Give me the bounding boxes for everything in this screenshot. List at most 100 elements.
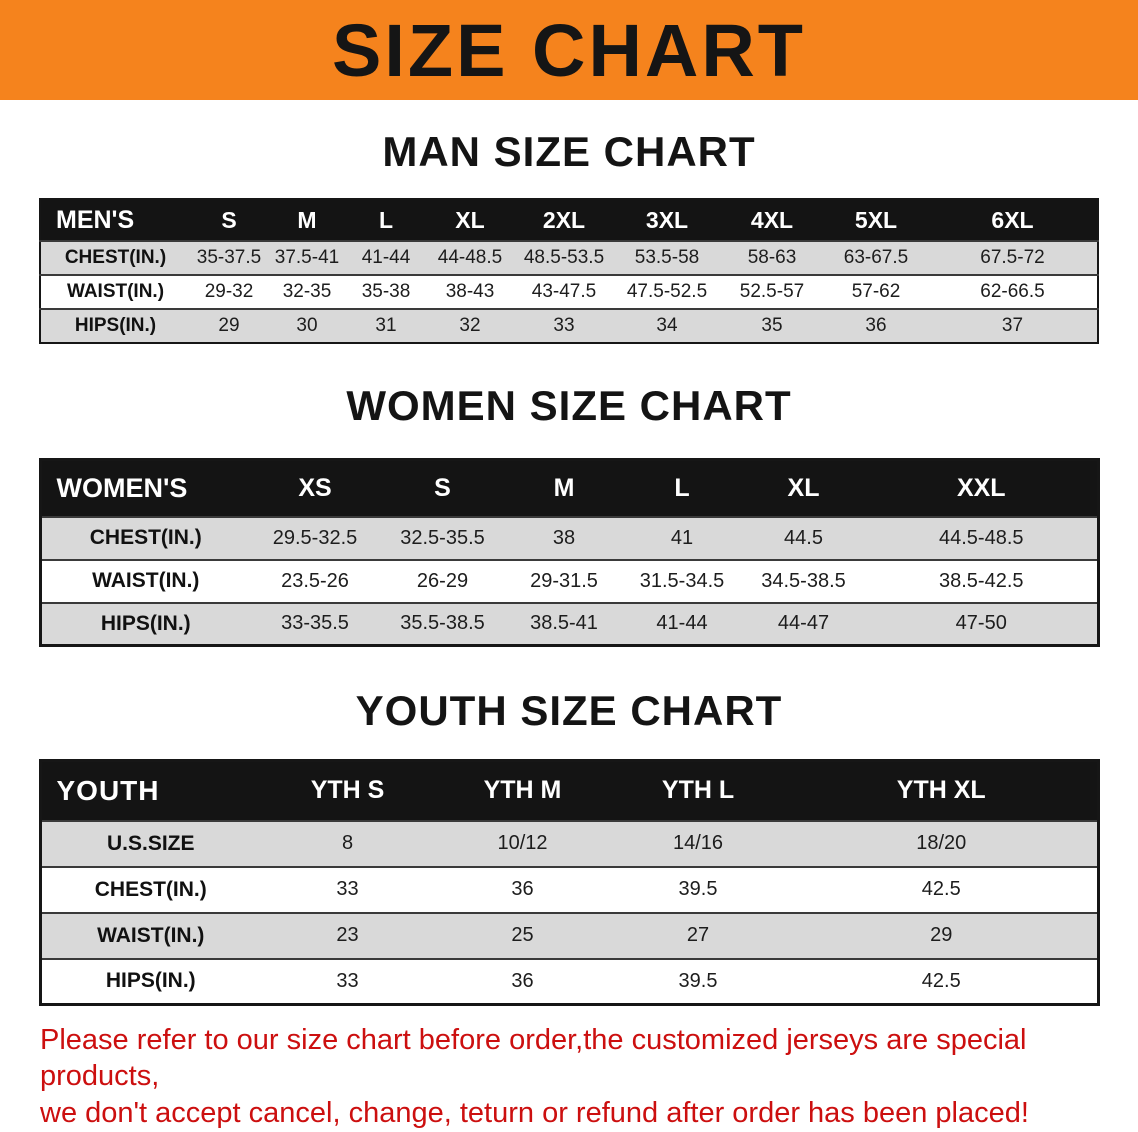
- size-cell: 57-62: [851, 281, 901, 302]
- size-cell: 44.5-48.5: [938, 526, 1024, 549]
- size-column-header: YTH XL: [786, 760, 1098, 821]
- men-size-chart-section: MAN SIZE CHART MEN'S S M L XL 2XL 3XL 4X…: [0, 100, 1138, 344]
- women-chest-row: CHEST(IN.) 29.5-32.5 32.5-35.5 38 41 44.…: [40, 516, 1098, 560]
- men-table-header-row: MEN'S S M L XL 2XL 3XL 4XL 5XL 6XL: [40, 199, 1098, 241]
- size-cell: 48.5-53.5: [523, 247, 605, 268]
- size-cell: 38: [552, 526, 576, 549]
- size-cell: 44.5: [784, 526, 823, 549]
- size-column-header: 3XL: [614, 199, 720, 241]
- youth-ussize-row: U.S.SIZE 8 10/12 14/16 18/20: [40, 820, 1098, 867]
- men-chest-row: CHEST(IN.) 35-37.5 37.5-41 41-44 44-48.5…: [40, 241, 1098, 275]
- men-size-table: MEN'S S M L XL 2XL 3XL 4XL 5XL 6XL CHEST…: [39, 198, 1099, 344]
- size-column-header: YTH S: [260, 760, 435, 821]
- youth-waist-row: WAIST(IN.) 23 25 27 29: [40, 912, 1098, 959]
- size-cell: 35.5-38.5: [400, 612, 485, 635]
- size-cell: 34: [656, 315, 678, 336]
- women-waist-row: WAIST(IN.) 23.5-26 26-29 29-31.5 31.5-34…: [40, 559, 1098, 603]
- size-cell: 29: [930, 924, 953, 946]
- size-cell: 38.5-42.5: [938, 569, 1024, 592]
- size-cell: 25: [511, 924, 534, 946]
- size-cell: 63-67.5: [843, 247, 909, 268]
- size-cell: 32-35: [282, 281, 332, 302]
- size-column-header: YTH L: [610, 760, 786, 821]
- size-cell: 58-63: [747, 247, 797, 268]
- row-label: CHEST(IN.): [89, 526, 202, 549]
- row-label: HIPS(IN.): [100, 611, 191, 635]
- size-cell: 53.5-58: [634, 247, 700, 268]
- size-cell: 33: [336, 878, 359, 900]
- size-cell: 62-66.5: [980, 281, 1045, 302]
- men-table-corner-header: MEN'S: [40, 199, 190, 241]
- size-cell: 36: [865, 315, 887, 336]
- size-cell: 26-29: [416, 569, 469, 592]
- size-cell: 39.5: [678, 878, 718, 900]
- size-column-header: XS: [250, 459, 380, 517]
- size-cell: 35: [761, 315, 783, 336]
- row-label: HIPS(IN.): [105, 969, 196, 993]
- size-cell: 38-43: [445, 281, 495, 302]
- size-column-header: 5XL: [824, 199, 928, 241]
- youth-hips-row: HIPS(IN.) 33 36 39.5 42.5: [40, 958, 1098, 1005]
- women-section-title: WOMEN SIZE CHART: [346, 382, 792, 429]
- size-cell: 14/16: [672, 832, 724, 854]
- size-cell: 29-32: [204, 281, 254, 302]
- size-cell: 36: [511, 878, 534, 900]
- size-cell: 47-50: [955, 612, 1007, 635]
- size-cell: 39.5: [678, 969, 718, 992]
- size-cell: 33: [336, 969, 359, 992]
- size-cell: 29.5-32.5: [272, 526, 358, 549]
- row-label: CHEST(IN.): [64, 247, 167, 268]
- size-column-header: S: [190, 199, 268, 241]
- women-size-chart-section: WOMEN SIZE CHART WOMEN'S XS S M L XL XXL…: [0, 344, 1138, 647]
- size-cell: 43-47.5: [531, 281, 597, 302]
- size-cell: 33: [553, 315, 575, 336]
- size-cell: 31.5-34.5: [639, 569, 725, 592]
- youth-size-table: YOUTH YTH S YTH M YTH L YTH XL U.S.SIZE …: [38, 759, 1100, 1006]
- size-cell: 34.5-38.5: [761, 569, 846, 592]
- size-cell: 35-37.5: [196, 247, 262, 268]
- size-cell: 67.5-72: [980, 247, 1045, 268]
- size-cell: 41-44: [361, 247, 411, 268]
- page-title: SIZE CHART: [332, 8, 806, 92]
- size-cell: 32: [459, 315, 481, 336]
- size-cell: 42.5: [921, 969, 961, 992]
- row-label: HIPS(IN.): [74, 315, 157, 336]
- youth-table-header-row: YOUTH YTH S YTH M YTH L YTH XL: [40, 760, 1098, 821]
- size-cell: 33-35.5: [281, 612, 349, 635]
- policy-note-line: we don't accept cancel, change, teturn o…: [40, 1096, 1029, 1129]
- youth-table-corner-header: YOUTH: [40, 760, 260, 821]
- size-cell: 29: [218, 315, 240, 336]
- size-cell: 29-31.5: [530, 569, 598, 592]
- row-label: WAIST(IN.): [97, 923, 205, 947]
- size-cell: 23: [336, 924, 359, 946]
- size-column-header: M: [505, 459, 623, 517]
- size-cell: 10/12: [497, 832, 548, 854]
- size-cell: 8: [341, 832, 354, 854]
- youth-chest-row: CHEST(IN.) 33 36 39.5 42.5: [40, 866, 1098, 913]
- men-hips-row: HIPS(IN.) 29 30 31 32 33 34 35 36 37: [40, 309, 1098, 343]
- size-cell: 31: [375, 315, 397, 336]
- size-cell: 44-47: [777, 612, 830, 635]
- size-cell: 37.5-41: [274, 247, 340, 268]
- size-cell: 44-48.5: [437, 247, 503, 268]
- size-cell: 27: [686, 924, 710, 946]
- women-table-header-row: WOMEN'S XS S M L XL XXL: [40, 459, 1098, 517]
- size-cell: 37: [1001, 315, 1024, 336]
- size-column-header: S: [380, 459, 505, 517]
- size-column-header: M: [268, 199, 346, 241]
- women-table-corner-header: WOMEN'S: [40, 459, 250, 517]
- size-column-header: 4XL: [720, 199, 824, 241]
- banner: SIZE CHART: [0, 0, 1138, 100]
- size-column-header: XXL: [866, 459, 1098, 517]
- size-cell: 18/20: [916, 832, 967, 854]
- size-cell: 30: [296, 315, 318, 336]
- men-waist-row: WAIST(IN.) 29-32 32-35 35-38 38-43 43-47…: [40, 275, 1098, 309]
- row-label: WAIST(IN.): [92, 569, 200, 592]
- size-cell: 47.5-52.5: [626, 281, 708, 302]
- size-cell: 32.5-35.5: [400, 526, 485, 549]
- policy-note-line: Please refer to our size chart before or…: [40, 1024, 1027, 1093]
- size-cell: 23.5-26: [281, 569, 349, 592]
- size-column-header: 2XL: [514, 199, 614, 241]
- size-cell: 35-38: [361, 281, 411, 302]
